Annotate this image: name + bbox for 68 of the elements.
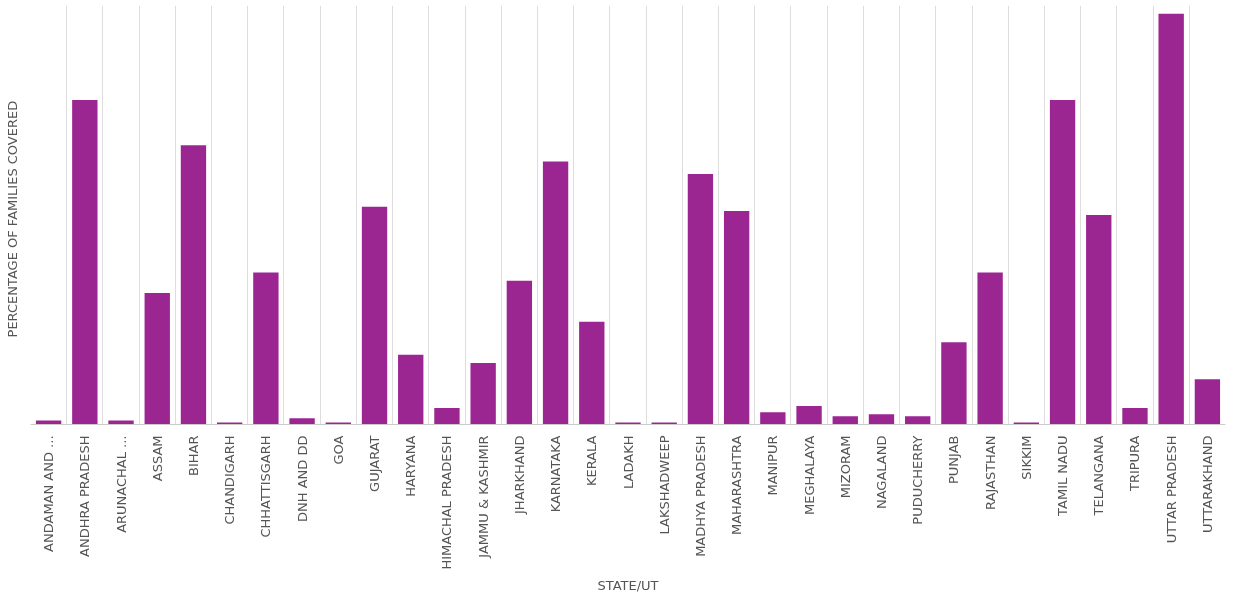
x-tick-label: MAHARASHTRA xyxy=(729,435,745,536)
bar xyxy=(506,280,533,425)
x-tick-label: LADAKH xyxy=(620,435,636,489)
bar xyxy=(832,416,858,425)
x-tick-label: JHARKHAND xyxy=(511,435,527,515)
bar xyxy=(1013,422,1040,425)
x-tick-label: MIZORAM xyxy=(837,435,853,499)
x-tick-label: RAJASTHAN xyxy=(982,435,998,510)
x-tick-label: CHHATTISGARH xyxy=(258,435,274,538)
x-tick-label: UTTARAKHAND xyxy=(1199,435,1215,533)
x-tick-label: PUNJAB xyxy=(946,435,962,484)
bar xyxy=(905,416,931,425)
bar xyxy=(868,414,895,425)
bar xyxy=(941,342,967,425)
x-tick-label: PUDUCHERRY xyxy=(910,435,926,525)
x-tick-label: ASSAM xyxy=(149,435,165,482)
x-tick-label: ARUNACHAL ... xyxy=(113,435,129,533)
x-tick-label: LAKSHADWEEP xyxy=(656,435,672,535)
x-tick-label: MANIPUR xyxy=(765,435,781,496)
x-tick-label: SIKKIM xyxy=(1018,435,1034,480)
x-tick-label: NAGALAND xyxy=(873,435,889,510)
bar xyxy=(723,210,750,425)
bar xyxy=(760,412,786,425)
bar xyxy=(1049,99,1076,425)
x-tick-label: GOA xyxy=(330,435,346,465)
bar xyxy=(1086,215,1112,425)
x-tick-label: ANDHRA PRADESH xyxy=(77,435,93,557)
bar xyxy=(108,420,134,425)
bar xyxy=(1194,379,1221,425)
bar xyxy=(253,272,279,425)
bar xyxy=(180,145,207,425)
bar xyxy=(325,422,351,425)
bar xyxy=(1158,13,1184,425)
bar xyxy=(542,161,569,425)
x-tick-label: KARNATAKA xyxy=(548,435,564,513)
x-tick-label: GUJARAT xyxy=(367,435,383,492)
bar xyxy=(796,406,822,425)
x-tick-label: BIHAR xyxy=(185,435,201,476)
bar xyxy=(144,293,170,425)
bar xyxy=(651,422,677,425)
x-tick-label: HARYANA xyxy=(403,435,419,497)
bar xyxy=(35,420,62,425)
x-tick-label: MEGHALAYA xyxy=(801,435,817,515)
bar xyxy=(687,173,714,425)
bar xyxy=(615,422,641,425)
x-tick-label: UTTAR PRADESH xyxy=(1163,435,1179,544)
bar xyxy=(398,354,424,425)
bar xyxy=(1122,408,1148,425)
y-axis-title: PERCENTAGE OF FAMILIES COVERED xyxy=(4,100,20,338)
x-tick-label: TELANGANA xyxy=(1091,435,1107,517)
x-tick-label: JAMMU & KASHMIR xyxy=(475,435,491,559)
bar xyxy=(289,418,315,425)
bar xyxy=(977,272,1003,425)
x-tick-label: CHANDIGARH xyxy=(222,435,238,525)
x-tick-label: ANDAMAN AND ... xyxy=(41,435,57,552)
x-axis-title: STATE/UT xyxy=(597,577,659,593)
bar xyxy=(216,422,243,425)
x-tick-label: DNH AND DD xyxy=(294,435,310,522)
bar xyxy=(470,362,496,425)
bar xyxy=(434,408,460,425)
x-tick-label: KERALA xyxy=(584,435,600,487)
x-tick-label: TAMIL NADU xyxy=(1055,435,1071,517)
x-tick-label: MADHYA PRADESH xyxy=(692,435,708,557)
x-tick-label: TRIPURA xyxy=(1127,435,1143,493)
bar xyxy=(361,206,388,425)
bar xyxy=(579,321,605,425)
x-tick-label: HIMACHAL PRADESH xyxy=(439,435,455,570)
bar xyxy=(72,99,98,425)
